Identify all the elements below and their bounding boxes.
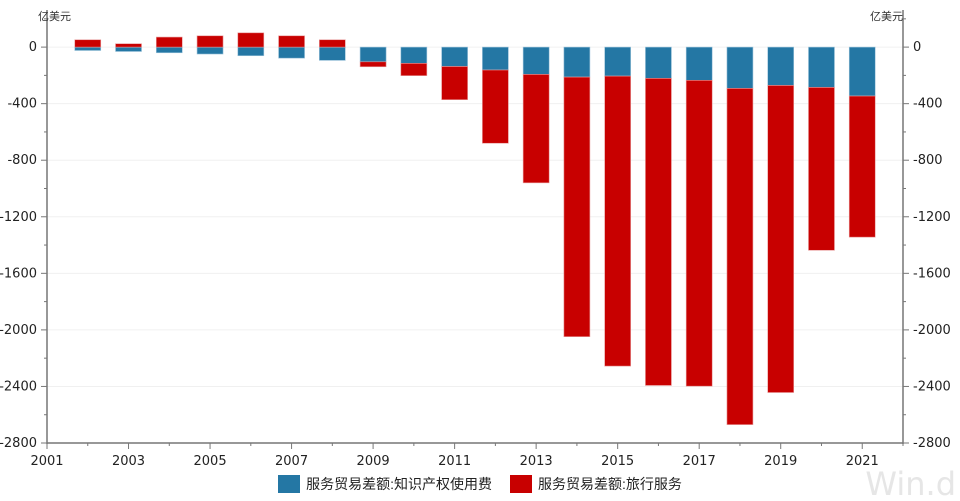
y-tick-label-left: -1200 <box>0 210 37 225</box>
bar-travel-2012 <box>482 69 509 144</box>
y-unit-right: 亿美元 <box>870 10 903 23</box>
bar-ip-fees-2021 <box>848 46 876 97</box>
stacked-bar-chart: 0 0 -400 -400 -800 -800 -1200 -1200 -1600 -1600 -2… <box>0 10 951 469</box>
bar-ip-fees-2016 <box>645 46 672 79</box>
bar-ip-fees-2006 <box>237 46 265 57</box>
bar-ip-fees-2008 <box>319 46 346 61</box>
y-tick-label-right: -1200 <box>913 210 951 225</box>
legend-swatch-travel <box>510 475 532 493</box>
legend-label-ip-fees: 服务贸易差额:知识产权使用费 <box>306 476 492 492</box>
x-tick-label: 2013 <box>520 454 553 469</box>
x-tick-label: 2007 <box>275 454 308 469</box>
legend-swatch-ip-fees <box>278 475 301 493</box>
bar-travel-2021 <box>848 95 876 238</box>
bar-ip-fees-2009 <box>359 46 387 63</box>
legend-item-travel: 服务贸易差额:旅行服务 <box>510 474 682 494</box>
y-tick-label-left: -2400 <box>0 379 37 394</box>
bar-ip-fees-2017 <box>685 46 713 81</box>
bar-ip-fees-2018 <box>726 46 754 89</box>
bar-travel-2015 <box>604 75 631 367</box>
x-tick-label: 2019 <box>764 454 797 469</box>
y-tick-label-left: -400 <box>7 97 37 112</box>
bar-travel-2013 <box>522 74 550 184</box>
y-tick-label-right: -2400 <box>913 379 951 394</box>
x-tick-label: 2005 <box>194 454 227 469</box>
bar-ip-fees-2014 <box>563 46 591 78</box>
bar-travel-2003 <box>115 43 142 48</box>
bar-ip-fees-2020 <box>808 46 835 88</box>
bar-travel-2018 <box>726 88 754 425</box>
bar-ip-fees-2012 <box>482 46 509 71</box>
bar-ip-fees-2005 <box>196 46 224 55</box>
y-tick-label-left: 0 <box>29 40 37 55</box>
y-unit-left: 亿美元 <box>38 10 71 23</box>
y-tick-label-left: -800 <box>7 153 37 168</box>
y-tick-label-right: -400 <box>913 97 943 112</box>
x-tick-label: 2021 <box>846 454 879 469</box>
y-tick-label-left: -2800 <box>0 436 37 451</box>
bar-travel-2007 <box>278 35 305 48</box>
y-tick-label-left: -1600 <box>0 266 37 281</box>
legend: 服务贸易差额:知识产权使用费 服务贸易差额:旅行服务 <box>0 474 960 494</box>
legend-label-travel: 服务贸易差额:旅行服务 <box>538 476 682 492</box>
bar-ip-fees-2015 <box>604 46 631 77</box>
bar-travel-2002 <box>74 39 102 48</box>
bar-travel-2014 <box>563 76 591 337</box>
x-tick-label: 2011 <box>438 454 471 469</box>
bar-travel-2006 <box>237 32 265 48</box>
bar-travel-2004 <box>155 36 183 48</box>
legend-item-ip-fees: 服务贸易差额:知识产权使用费 <box>278 474 492 494</box>
bar-travel-2010 <box>400 63 428 76</box>
y-tick-label-right: -800 <box>913 153 943 168</box>
bar-travel-2020 <box>808 87 835 251</box>
x-tick-label: 2009 <box>357 454 390 469</box>
x-tick-label: 2015 <box>601 454 634 469</box>
bar-travel-2005 <box>196 35 224 48</box>
y-tick-label-right: 0 <box>913 40 921 55</box>
bar-ip-fees-2013 <box>522 46 550 75</box>
bar-travel-2009 <box>359 61 387 68</box>
y-tick-label-right: -2800 <box>913 436 951 451</box>
y-tick-label-right: -2000 <box>913 323 951 338</box>
y-tick-label-left: -2000 <box>0 323 37 338</box>
x-tick-label: 2017 <box>683 454 716 469</box>
bar-travel-2011 <box>441 66 468 101</box>
bar-travel-2016 <box>645 78 672 386</box>
watermark: Win.d <box>865 465 956 501</box>
y-tick-label-right: -1600 <box>913 266 951 281</box>
bar-ip-fees-2019 <box>767 46 795 86</box>
bar-ip-fees-2003 <box>115 46 142 52</box>
x-tick-label: 2003 <box>112 454 145 469</box>
bar-ip-fees-2010 <box>400 46 428 64</box>
bar-ip-fees-2002 <box>74 46 102 51</box>
x-tick-label: 2001 <box>30 454 63 469</box>
bar-ip-fees-2007 <box>278 46 305 59</box>
bar-travel-2008 <box>319 39 346 48</box>
bar-travel-2017 <box>685 80 713 387</box>
bar-ip-fees-2004 <box>155 46 183 54</box>
bar-travel-2019 <box>767 85 795 393</box>
bar-ip-fees-2011 <box>441 46 468 67</box>
